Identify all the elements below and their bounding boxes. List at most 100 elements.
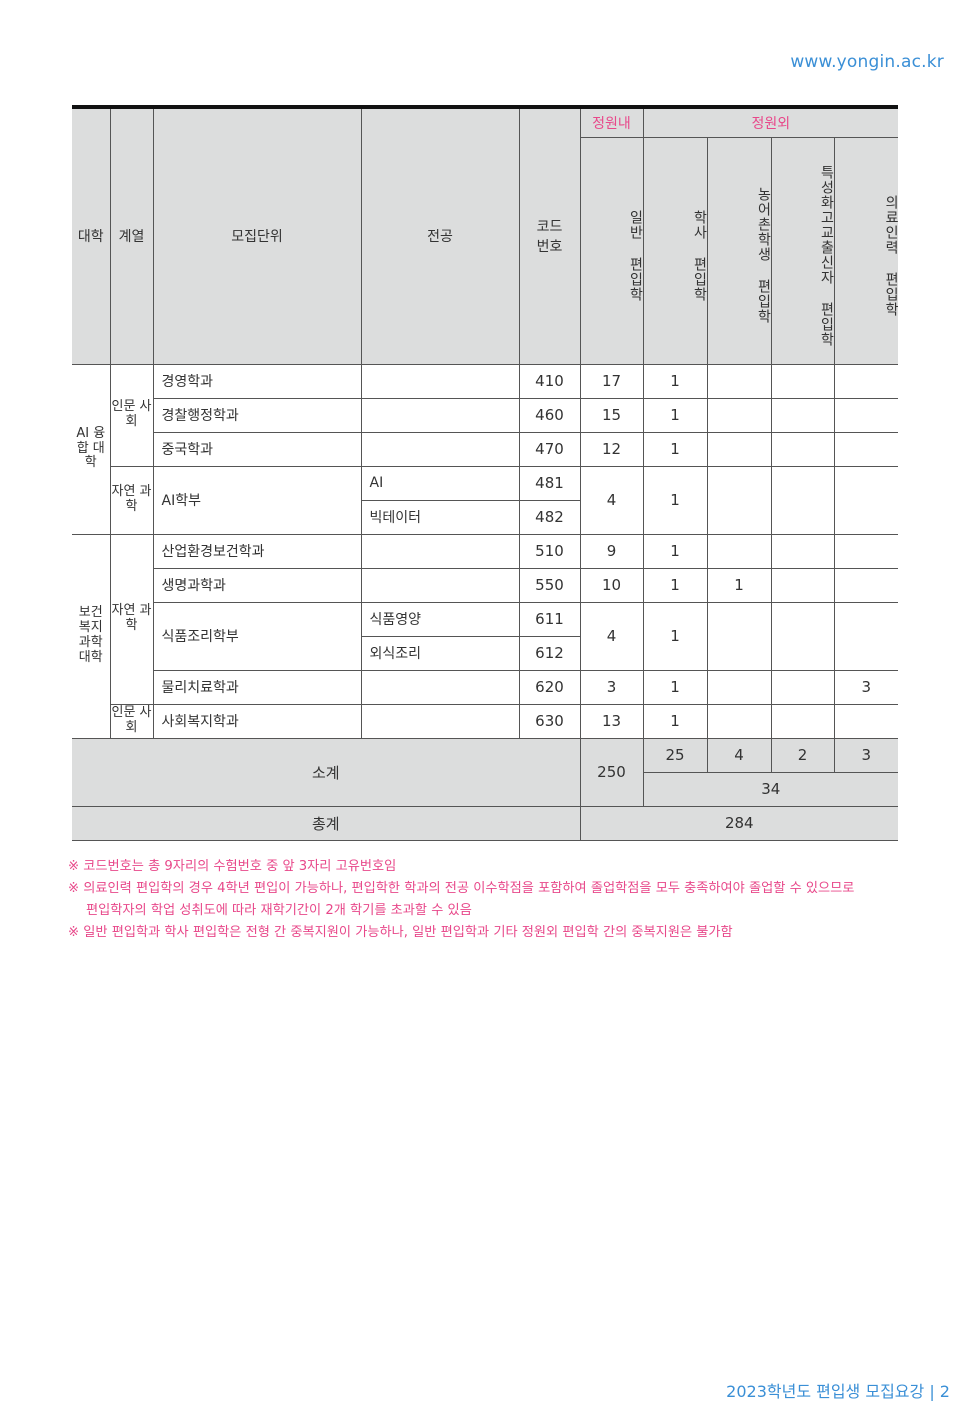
- header-group-out: 정원외: [642, 106, 899, 138]
- medical-cell: [833, 363, 899, 399]
- code-cell: 410: [518, 363, 581, 399]
- subtotal-rural: 4: [706, 737, 772, 773]
- major-cell: 빅테이터: [361, 499, 520, 535]
- medical-cell: [833, 431, 899, 467]
- major-cell: [360, 567, 520, 603]
- medical-cell: [833, 601, 899, 671]
- major-cell: 외식조리: [361, 635, 520, 671]
- header-rural: 농어촌학생 편입학: [706, 136, 772, 365]
- total-row: 총계 284: [72, 805, 899, 841]
- website-url[interactable]: www.yongin.ac.kr: [790, 52, 944, 72]
- header-unit: 모집단위: [152, 106, 362, 365]
- bachelor-cell: 1: [642, 703, 708, 739]
- code-cell: 630: [518, 703, 581, 739]
- unit-cell: 경찰행정학과: [153, 397, 362, 433]
- bachelor-cell: 1: [642, 669, 708, 705]
- note-continuation: 편입학자의 학업 성취도에 따라 재학기간이 2개 학기를 초과할 수 있음: [86, 903, 472, 918]
- code-cell: 481: [518, 465, 581, 501]
- admission-quota-table: 대학 계열 모집단위 전공 코드 번호 정원내 정원외 일반 편입학 학사 편입…: [72, 105, 899, 841]
- rural-cell: [706, 465, 772, 535]
- series-cell: 인문 사회: [110, 703, 154, 739]
- vocational-cell: [770, 669, 835, 705]
- rural-cell: [706, 533, 772, 569]
- unit-cell: 생명과학과: [153, 567, 362, 603]
- rural-cell: [706, 601, 772, 671]
- subtotal-bachelor: 25: [642, 737, 708, 773]
- vocational-cell: [770, 397, 835, 433]
- college-cell: 보건 복지 과학 대학: [72, 533, 111, 739]
- subtotal-row: 소계 250 25 4 2 3: [72, 737, 899, 807]
- medical-cell: [833, 397, 899, 433]
- code-cell: 620: [518, 669, 581, 705]
- table-row: 식품조리학부 식품영양 611 4 1: [72, 601, 899, 671]
- vocational-cell: [770, 703, 835, 739]
- subtotal-label: 소계: [72, 737, 581, 807]
- general-cell: 12: [579, 431, 644, 467]
- table-row: 중국학과 470 12 1: [72, 431, 899, 467]
- table-row: 생명과학과 550 10 1 1: [72, 567, 899, 603]
- bachelor-cell: 1: [642, 533, 708, 569]
- medical-cell: [833, 567, 899, 603]
- rural-cell: [706, 363, 772, 399]
- header-major: 전공: [360, 106, 520, 365]
- medical-cell: [833, 533, 899, 569]
- major-cell: [360, 669, 520, 705]
- code-cell: 482: [518, 499, 580, 535]
- medical-cell: 3: [833, 669, 899, 705]
- unit-cell: 중국학과: [153, 431, 362, 467]
- unit-cell: 산업환경보건학과: [152, 533, 362, 569]
- code-cell: 550: [518, 567, 581, 603]
- college-cell: AI 융합 대학: [72, 363, 111, 535]
- vocational-cell: [770, 431, 835, 467]
- header-college: 대학: [72, 106, 111, 365]
- bachelor-cell: 1: [642, 567, 708, 603]
- table-row: AI 융합 대학 인문 사회 경영학과 410 17 1: [72, 363, 899, 535]
- header-group-in: 정원내: [579, 106, 644, 138]
- unit-cell: 물리치료학과: [153, 669, 362, 705]
- total-value: 284: [579, 805, 899, 841]
- notes: ※ 코드번호는 총 9자리의 수험번호 중 앞 3자리 고유번호임 ※ 의료인력…: [68, 856, 854, 944]
- general-cell: 4: [579, 601, 644, 671]
- major-cell: 식품영양: [360, 601, 520, 637]
- page-footer: 2023학년도 편입생 모집요강 | 2: [726, 1382, 950, 1401]
- vocational-cell: [770, 567, 835, 603]
- general-cell: 13: [579, 703, 644, 739]
- code-cell: 510: [518, 533, 581, 569]
- table-row: 보건 복지 과학 대학 자연 과학 산업환경보건학과 510 9 1: [72, 533, 899, 739]
- rural-cell: [706, 669, 772, 705]
- series-cell: 인문 사회: [109, 363, 154, 467]
- header-bachelor: 학사 편입학: [642, 136, 708, 365]
- table-row: 자연 과학 AI학부 AI 481 4 1: [72, 465, 899, 535]
- code-cell: 470: [518, 431, 581, 467]
- subtotal-medical: 3: [833, 737, 899, 773]
- rural-cell: [706, 703, 772, 739]
- general-cell: 10: [579, 567, 644, 603]
- unit-cell: AI학부: [152, 465, 362, 535]
- subtotal-out-total: 34: [643, 771, 899, 807]
- vocational-cell: [770, 363, 835, 399]
- general-cell: 9: [579, 533, 644, 569]
- table-row: 경찰행정학과 460 15 1: [72, 397, 899, 433]
- code-cell: 611: [518, 601, 581, 637]
- major-cell: AI: [360, 465, 520, 501]
- major-cell: [360, 533, 520, 569]
- major-cell: [360, 431, 520, 467]
- general-cell: 15: [579, 397, 644, 433]
- header-code: 코드 번호: [518, 106, 581, 365]
- header-vocational: 특성화고교출신자 편입학: [770, 136, 835, 365]
- series-cell: 자연 과학: [110, 465, 154, 535]
- vocational-cell: [770, 465, 835, 535]
- unit-cell: 사회복지학과: [152, 703, 362, 739]
- unit-cell: 식품조리학부: [153, 601, 362, 671]
- note: ※ 일반 편입학과 학사 편입학은 전형 간 중복지원이 가능하나, 일반 편입…: [68, 925, 733, 940]
- header-general: 일반 편입학: [580, 136, 644, 365]
- rural-cell: [706, 397, 772, 433]
- rural-cell: 1: [706, 567, 772, 603]
- code-cell: 612: [518, 635, 580, 671]
- major-cell: [360, 703, 520, 739]
- bachelor-cell: 1: [642, 397, 708, 433]
- vocational-cell: [770, 601, 835, 671]
- bachelor-cell: 1: [642, 431, 708, 467]
- table-row: 빅테이터 482: [72, 499, 898, 535]
